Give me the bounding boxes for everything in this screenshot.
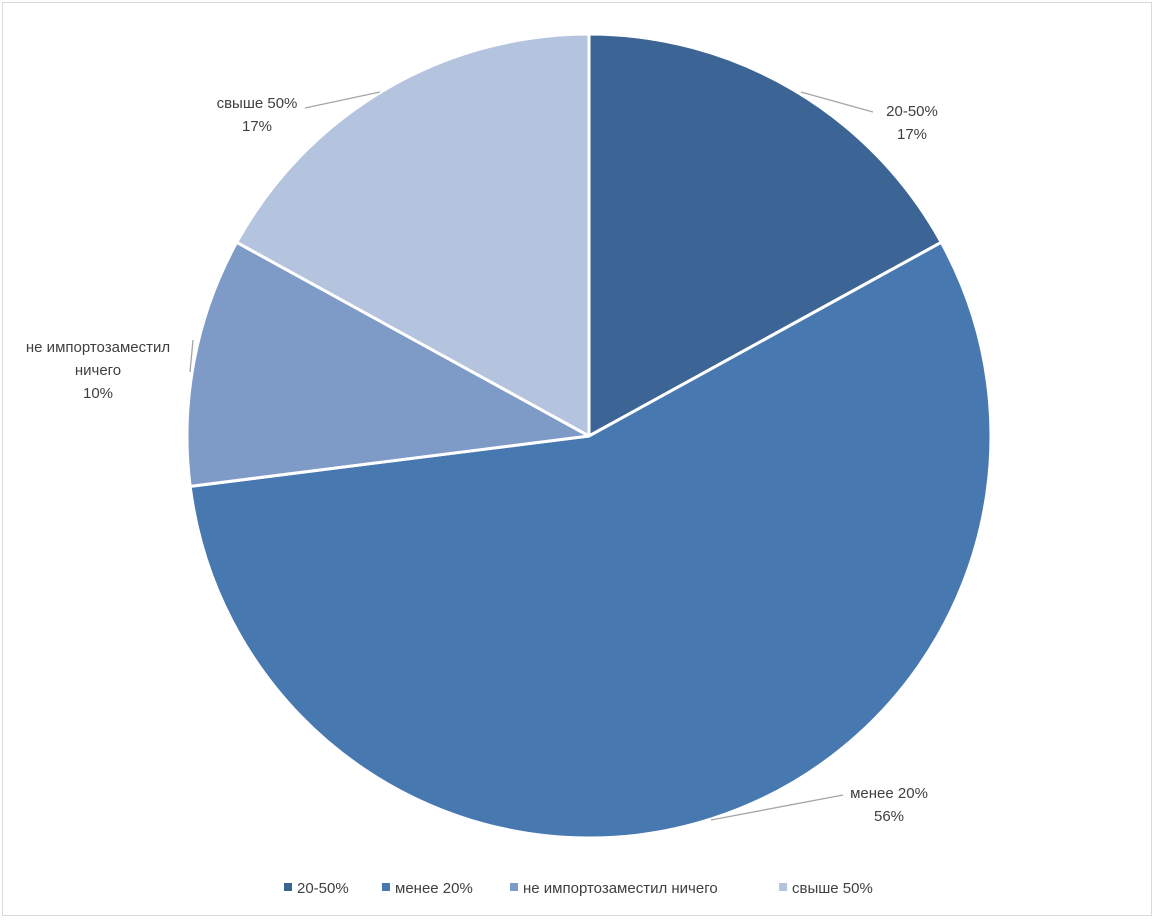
legend-item-менее-20: менее 20%: [382, 880, 473, 897]
legend-label-20-50: 20-50%: [297, 880, 349, 897]
legend-swatch-не-импортозаместил-ничего: [510, 883, 518, 891]
pie-slice-свыше-50: [235, 32, 591, 438]
pie-slice-20-50: [587, 32, 943, 438]
legend-label-менее-20: менее 20%: [395, 880, 473, 897]
legend-item-не-импортозаместил-ничего: не импортозаместил ничего: [510, 880, 718, 897]
legend-swatch-20-50: [284, 883, 292, 891]
legend-label-свыше-50: свыше 50%: [792, 880, 873, 897]
pie-slices: [185, 32, 993, 840]
data-label-свыше-50: свыше 50% 17%: [217, 95, 298, 135]
legend-item-свыше-50: свыше 50%: [779, 880, 873, 897]
legend: 20-50% менее 20% не импортозаместил ничего…: [284, 880, 873, 897]
legend-label-не-импортозаместил-ничего: не импортозаместил ничего: [523, 880, 718, 897]
leader-lines: [189, 91, 874, 821]
legend-swatch-менее-20: [382, 883, 390, 891]
data-label-менее-20: менее 20% 56%: [850, 785, 928, 825]
data-labels: 20-50% 17% менее 20% 56% не импортозаместил н…: [26, 95, 938, 825]
pie-slice-менее-20: [188, 240, 993, 840]
leader-line-20-50: [800, 91, 874, 113]
leader-line-свыше-50: [304, 91, 381, 109]
leader-line-не-импортозаместил-ничего: [189, 339, 194, 373]
pie-slice-не-импортозаместил-ничего: [185, 240, 591, 488]
leader-line-менее-20: [710, 794, 844, 821]
legend-swatch-свыше-50: [779, 883, 787, 891]
data-label-20-50: 20-50% 17%: [886, 103, 938, 143]
data-label-не-импортозаместил-ничего: не импортозаместил ничего 10%: [26, 339, 170, 402]
legend-item-20-50: 20-50%: [284, 880, 349, 897]
